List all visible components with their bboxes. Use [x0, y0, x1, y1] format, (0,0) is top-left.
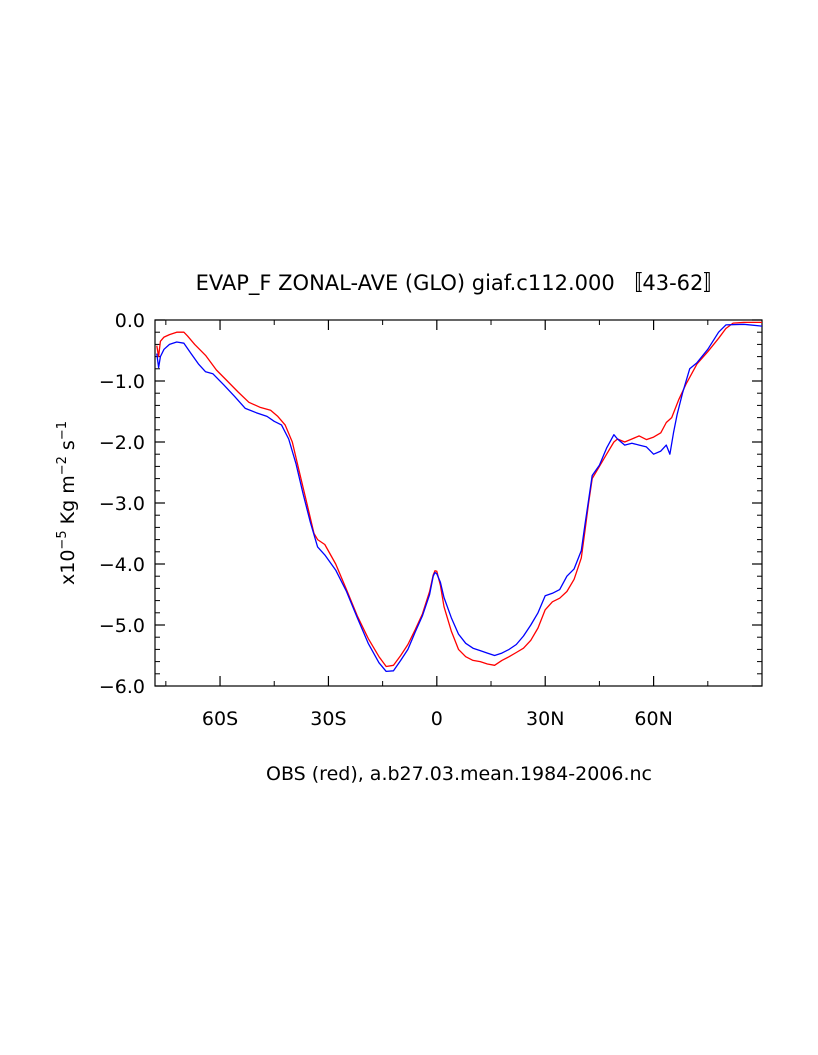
series-line-2 — [156, 323, 763, 673]
x-tick-label: 30N — [526, 708, 564, 730]
series-line-1 — [156, 321, 762, 668]
x-tick-label: 60S — [202, 708, 238, 730]
chart-title: EVAP_F ZONAL-AVE (GLO) giaf.c112.000 〚43… — [196, 271, 725, 296]
y-tick-label: −4.0 — [99, 554, 145, 576]
y-tick-label: 0.0 — [115, 310, 145, 332]
chart-footer: OBS (red), a.b27.03.mean.1984-2006.nc — [266, 763, 652, 785]
plot-area: 0.0−1.0−2.0−3.0−4.0−5.0−6.0 60S 30S 0 30N 60… — [99, 310, 763, 730]
y-axis-label-exp1: −5 — [55, 530, 70, 549]
y-tick-label: −6.0 — [99, 676, 145, 698]
axis-ticks — [155, 319, 763, 687]
x-tick-labels: 60S 30S 0 30N 60N — [202, 708, 673, 730]
plot-frame — [154, 319, 763, 687]
y-tick-label: −5.0 — [99, 615, 145, 637]
y-axis-label: x10−5 Kg m−2 s−1 — [55, 421, 79, 585]
y-axis-label-exp3: −1 — [55, 421, 70, 440]
y-axis-label-mid2: s — [57, 440, 79, 456]
y-tick-label: −1.0 — [99, 371, 145, 393]
x-tick-label: 30S — [310, 708, 346, 730]
y-tick-label: −2.0 — [99, 432, 145, 454]
x-tick-label: 60N — [634, 708, 672, 730]
y-tick-label: −3.0 — [99, 493, 145, 515]
series-lines — [156, 321, 763, 673]
y-tick-labels: 0.0 −1.0 −2.0 −3.0 −4.0 −5.0 −6.0 — [99, 310, 145, 698]
y-axis-label-mid: Kg m — [57, 475, 79, 530]
y-axis-label-exp2: −2 — [55, 456, 70, 475]
y-axis-label-prefix: x10 — [57, 550, 79, 585]
x-tick-label: 0 — [431, 708, 443, 730]
